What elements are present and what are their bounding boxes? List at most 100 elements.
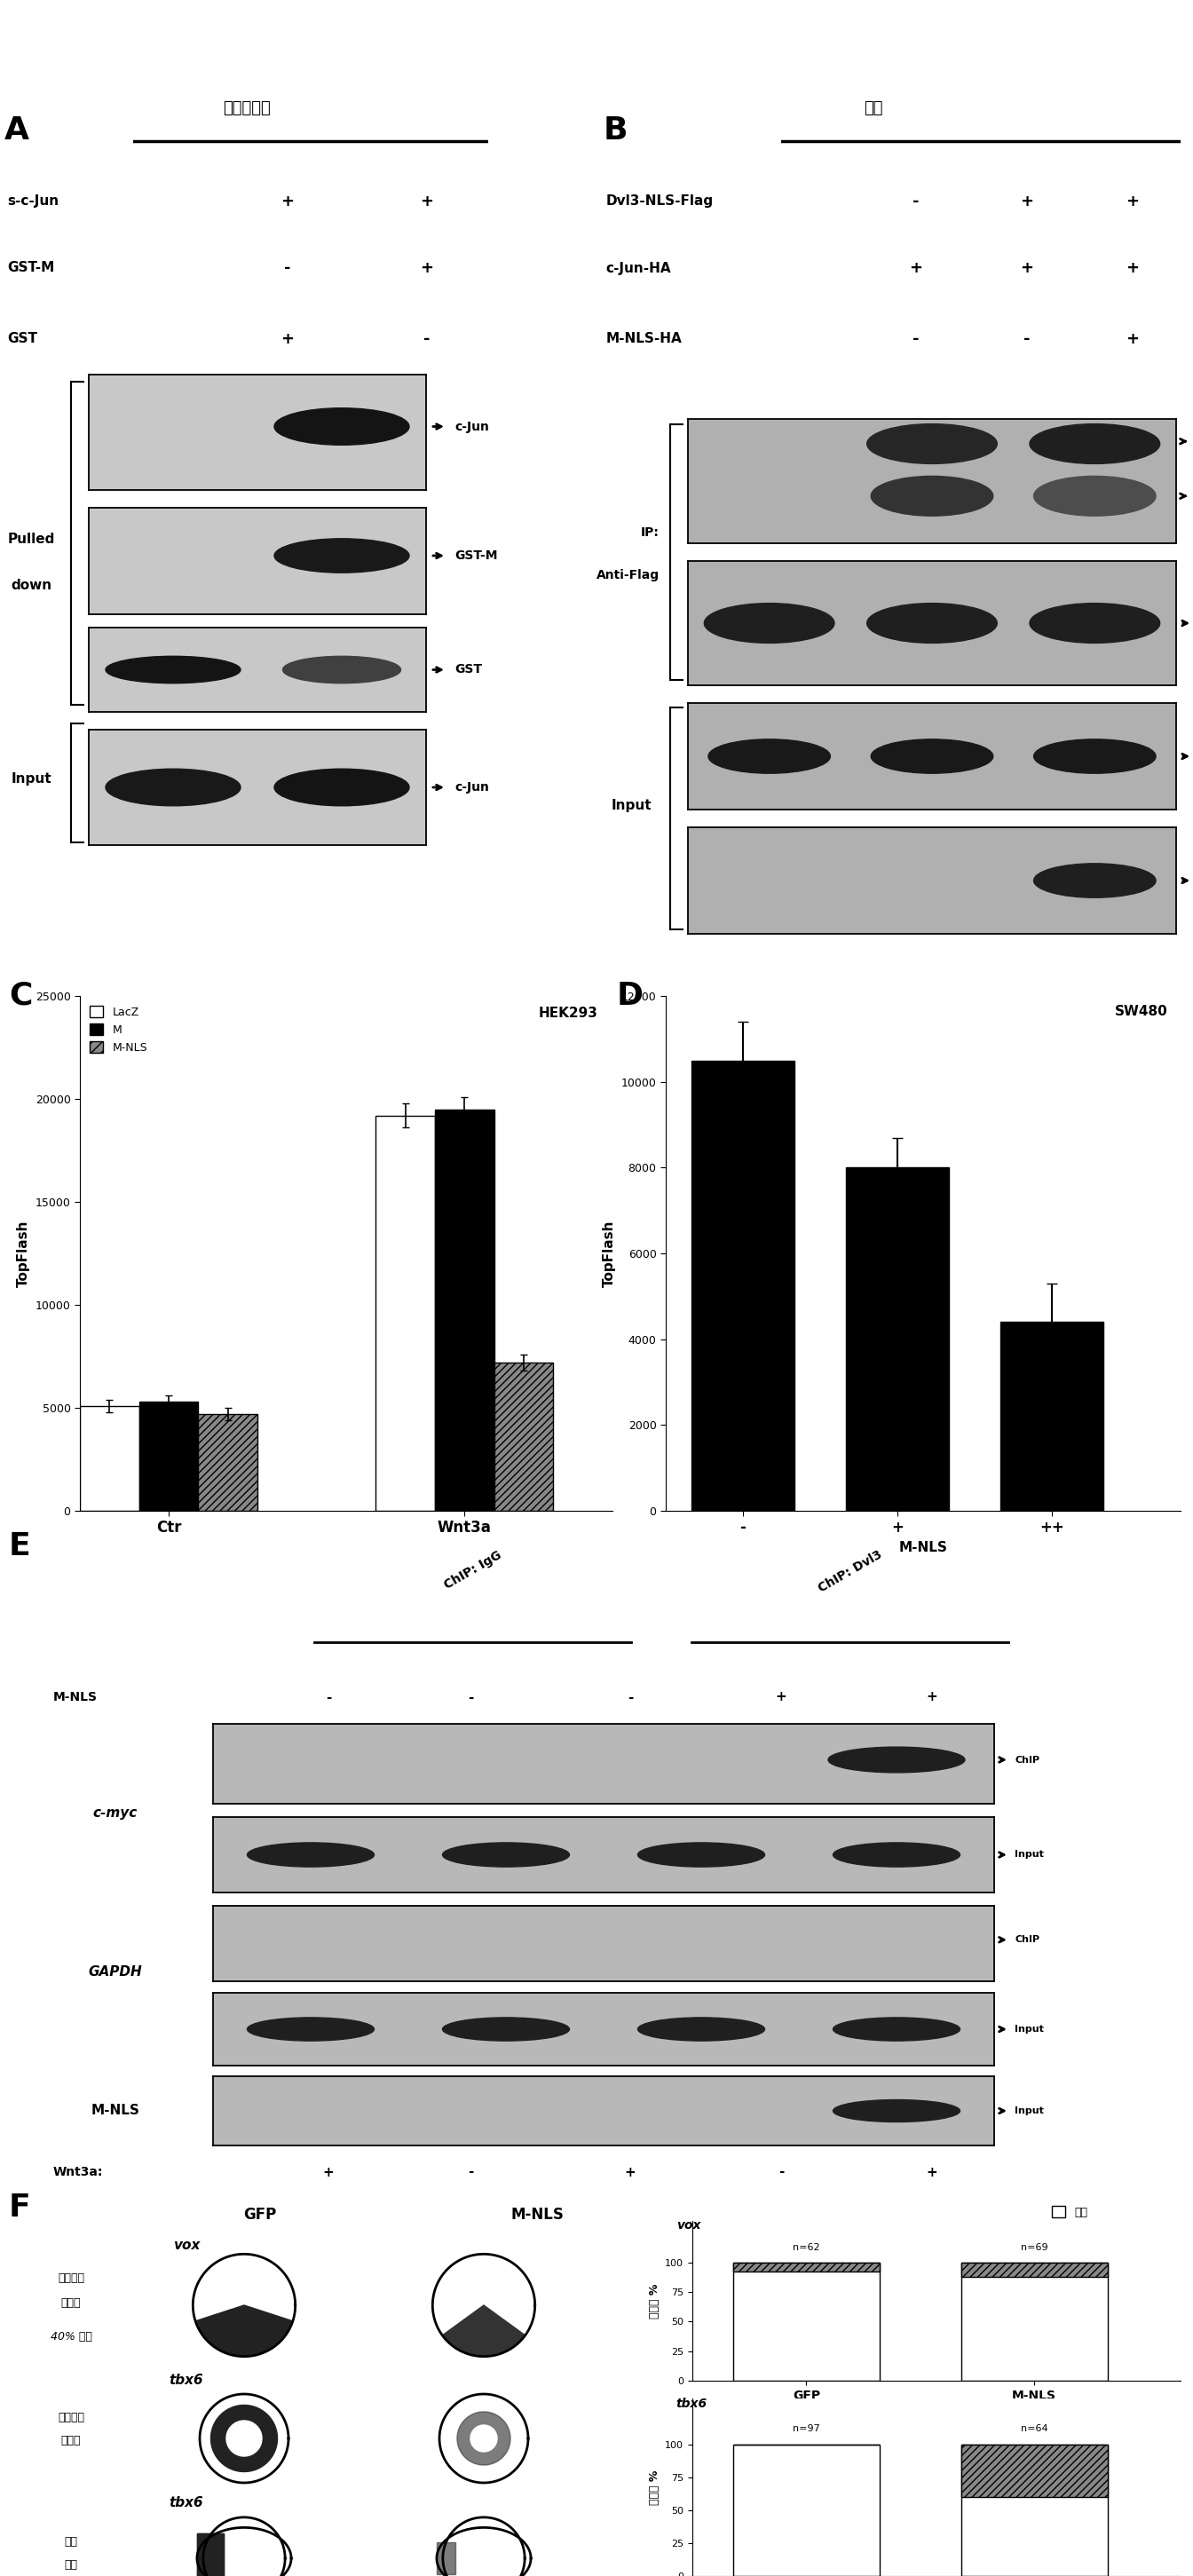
Polygon shape: [443, 2306, 525, 2357]
Text: D: D: [617, 981, 643, 1010]
Y-axis label: 总胚胎 %: 总胚胎 %: [649, 2282, 660, 2318]
Text: A: A: [5, 116, 30, 147]
Text: 侧面: 侧面: [64, 2535, 78, 2548]
Text: n=97: n=97: [792, 2424, 820, 2434]
Bar: [960, 2262, 1107, 2277]
Text: B: B: [604, 116, 628, 147]
Bar: [960, 2262, 1107, 2380]
Bar: [140, 1401, 198, 1510]
Ellipse shape: [1034, 477, 1156, 515]
Text: 胞视野: 胞视野: [61, 2298, 81, 2308]
Legend: 正常, 下调: 正常, 下调: [1047, 2202, 1092, 2241]
Text: +: +: [1020, 193, 1033, 209]
Text: +: +: [323, 2166, 334, 2179]
Polygon shape: [437, 2543, 455, 2573]
Text: GAPDH: GAPDH: [88, 1965, 142, 1978]
Text: -: -: [778, 2166, 784, 2179]
Text: c-myc: c-myc: [93, 1806, 137, 1819]
Text: +: +: [1020, 260, 1033, 276]
Text: Dvl3-NLS-Flag: Dvl3-NLS-Flag: [606, 196, 713, 209]
Y-axis label: TopFlash: TopFlash: [602, 1221, 616, 1288]
Text: +: +: [420, 260, 433, 276]
Polygon shape: [211, 2406, 278, 2473]
Text: +: +: [280, 332, 295, 348]
Text: +: +: [927, 2166, 938, 2179]
Text: Wnt3a:: Wnt3a:: [54, 2166, 104, 2179]
Text: Pulled: Pulled: [7, 533, 55, 546]
Polygon shape: [470, 2424, 497, 2452]
Text: vox: vox: [676, 2221, 700, 2231]
Polygon shape: [197, 2535, 223, 2576]
Ellipse shape: [443, 2017, 569, 2040]
Bar: [435, 1110, 494, 1510]
Text: +: +: [420, 193, 433, 209]
Text: 加入的蛋白: 加入的蛋白: [222, 100, 270, 116]
Text: Input: Input: [1014, 1850, 1044, 1860]
Text: 动物极细: 动物极细: [57, 2272, 85, 2285]
Y-axis label: 总胚胎 %: 总胚胎 %: [649, 2470, 660, 2504]
Ellipse shape: [247, 2017, 375, 2040]
Text: -: -: [284, 260, 291, 276]
Text: c-Jun-HA: c-Jun-HA: [606, 260, 672, 276]
Text: +: +: [909, 260, 922, 276]
X-axis label: M-NLS: M-NLS: [898, 1540, 947, 1553]
Text: c-Jun: c-Jun: [455, 420, 489, 433]
Text: M-NLS: M-NLS: [511, 2205, 563, 2223]
Text: GST: GST: [455, 665, 482, 675]
Text: M-NLS-HA: M-NLS-HA: [606, 332, 682, 345]
Polygon shape: [193, 2254, 296, 2357]
Polygon shape: [433, 2254, 534, 2357]
Text: tbx6: tbx6: [169, 2372, 204, 2385]
Ellipse shape: [871, 739, 993, 773]
Text: M-NLS: M-NLS: [91, 2105, 140, 2117]
Text: SW480: SW480: [1114, 1005, 1168, 1018]
Ellipse shape: [1034, 863, 1156, 896]
Text: tbx6: tbx6: [676, 2398, 707, 2411]
Y-axis label: TopFlash: TopFlash: [17, 1221, 30, 1288]
Text: IP:: IP:: [641, 526, 660, 538]
Text: -: -: [326, 1690, 332, 1703]
Polygon shape: [439, 2393, 528, 2483]
Polygon shape: [196, 2306, 292, 2357]
Text: +: +: [1126, 260, 1139, 276]
Text: C: C: [8, 981, 32, 1010]
Text: -: -: [468, 2166, 474, 2179]
Bar: [846, 1167, 948, 1510]
Text: GST-M: GST-M: [7, 260, 54, 276]
Ellipse shape: [709, 739, 830, 773]
Text: +: +: [280, 193, 295, 209]
Text: -: -: [913, 332, 920, 348]
Bar: [733, 2445, 879, 2576]
Text: M-NLS: M-NLS: [54, 1690, 98, 1703]
Ellipse shape: [274, 768, 409, 806]
Ellipse shape: [274, 538, 409, 572]
Bar: [376, 1115, 435, 1510]
Ellipse shape: [833, 2099, 960, 2123]
Text: s-c-Jun: s-c-Jun: [7, 196, 58, 209]
Text: vox: vox: [173, 2239, 200, 2251]
Text: +: +: [1126, 193, 1139, 209]
Bar: [960, 2445, 1107, 2576]
Bar: [494, 1363, 554, 1510]
Ellipse shape: [833, 1842, 960, 1868]
Text: -: -: [1024, 332, 1030, 348]
Text: Input: Input: [11, 773, 51, 786]
Text: +: +: [1126, 332, 1139, 348]
Bar: [198, 1414, 258, 1510]
Text: down: down: [11, 580, 51, 592]
Polygon shape: [199, 2393, 289, 2483]
Polygon shape: [437, 2527, 531, 2576]
Ellipse shape: [867, 603, 997, 644]
Text: Input: Input: [611, 799, 651, 811]
Text: 动物极细: 动物极细: [57, 2411, 85, 2424]
Text: ChIP: ChIP: [1014, 1754, 1039, 1765]
Text: E: E: [8, 1530, 31, 1561]
Text: -: -: [424, 332, 429, 348]
Ellipse shape: [283, 657, 401, 683]
Ellipse shape: [704, 603, 834, 644]
Ellipse shape: [828, 1747, 965, 1772]
Ellipse shape: [443, 1842, 569, 1868]
Text: +: +: [775, 1690, 787, 1703]
Polygon shape: [443, 2517, 525, 2576]
Text: Anti-Flag: Anti-Flag: [596, 569, 660, 582]
